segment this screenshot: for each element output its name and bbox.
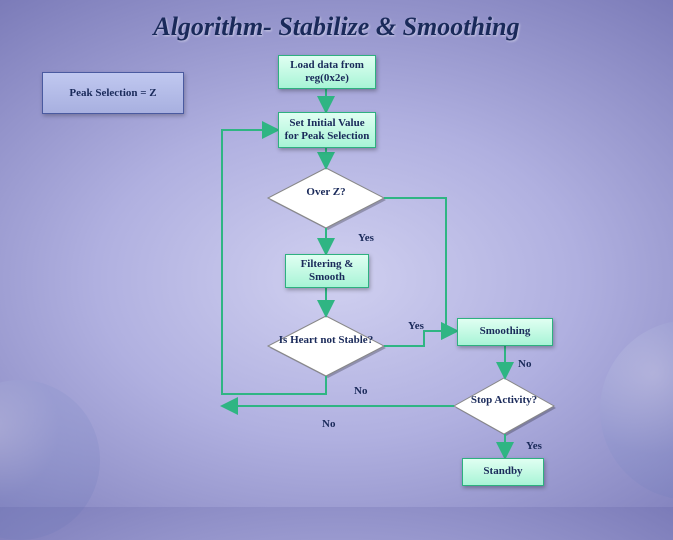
- node-smooth: Smoothing: [457, 318, 553, 346]
- node-stable: [268, 316, 384, 376]
- legend-label: Peak Selection = Z: [69, 87, 156, 99]
- edge-label: Yes: [526, 440, 542, 452]
- flow-edge: [384, 331, 457, 346]
- edge-label: No: [518, 358, 531, 370]
- node-setinit: Set Initial Value for Peak Selection: [278, 112, 376, 148]
- flow-edge: [384, 198, 457, 331]
- node-filter: Filtering & Smooth: [285, 254, 369, 288]
- edge-label: Yes: [408, 320, 424, 332]
- edge-label: No: [322, 418, 335, 430]
- legend-box: Peak Selection = Z: [42, 72, 184, 114]
- bg-globe-left: [0, 380, 100, 540]
- node-label-overz: Over Z?: [268, 186, 384, 199]
- node-standby: Standby: [462, 458, 544, 486]
- node-label-stable: Is Heart not Stable?: [268, 334, 384, 347]
- edge-label: Yes: [358, 232, 374, 244]
- node-label-stopact: Stop Activity?: [454, 394, 554, 407]
- node-load: Load data from reg(0x2e): [278, 55, 376, 89]
- node-overz: [268, 168, 384, 228]
- bg-globe-right: [600, 320, 673, 500]
- node-stopact: [454, 378, 554, 434]
- edge-label: No: [354, 385, 367, 397]
- page-title: Algorithm- Stabilize & Smoothing: [0, 12, 673, 42]
